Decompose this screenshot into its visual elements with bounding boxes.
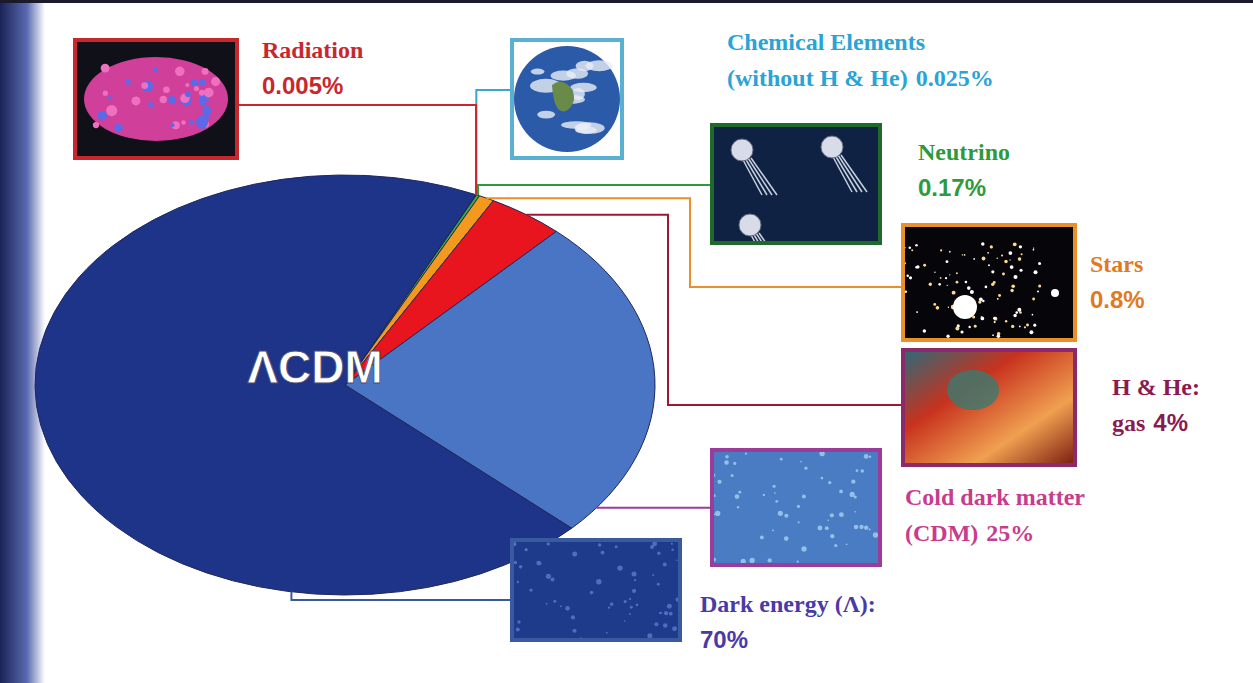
slice-label-line: H & He: (1112, 374, 1200, 400)
picture (712, 450, 880, 565)
picture-frame (712, 125, 880, 243)
slice-label-line: gas (1112, 410, 1145, 436)
leader-line (291, 592, 512, 600)
picture (712, 125, 880, 243)
picture-frame (712, 450, 880, 565)
chart: ΛCDM Radiation 0.005% Chemical Elements (wit… (0, 0, 1253, 683)
side-strip (0, 0, 45, 683)
picture (512, 540, 680, 640)
slice-label: Cold dark matter (CDM) (905, 484, 1085, 546)
value-label: 0.8% (1090, 286, 1145, 313)
slice-label: Dark energy (Λ): (700, 591, 876, 617)
picture-frame (75, 40, 237, 158)
slice-label: Chemical Elements (without H & He) (727, 29, 925, 91)
slice-label-line: (CDM) (905, 520, 978, 546)
pie-marks (35, 175, 655, 595)
picture (903, 350, 1075, 465)
leader-line (478, 185, 712, 195)
picture (903, 225, 1075, 340)
slice-label: Radiation (262, 37, 363, 63)
picture-frame (903, 225, 1075, 340)
pie (35, 175, 655, 595)
slice-label-line: Dark energy (Λ): (700, 591, 876, 617)
value-label: 70% (700, 626, 748, 653)
picture-frame (512, 40, 622, 158)
pie-slice (35, 175, 572, 595)
value-label: 0.005% (262, 72, 343, 99)
leader-line (596, 507, 712, 509)
slice-label: Stars (1090, 251, 1143, 277)
value-label: 0.17% (918, 174, 986, 201)
slice-label-line: Radiation (262, 37, 363, 63)
chart-title: ΛCDM (247, 341, 382, 393)
leader-line (476, 90, 512, 195)
slice-label-line: Neutrino (918, 139, 1010, 165)
picture (75, 40, 237, 158)
top-rule (0, 0, 1253, 3)
picture-frame (512, 540, 680, 640)
slice-label-line: Cold dark matter (905, 484, 1085, 510)
slice-label: Neutrino (918, 139, 1010, 165)
picture (512, 40, 622, 158)
slice-label-line: (without H & He) (727, 65, 908, 91)
slice-label: H & He: gas (1112, 374, 1200, 436)
slice-label-line: Chemical Elements (727, 29, 925, 55)
picture-frame (903, 350, 1075, 465)
value-label: 25% (986, 520, 1034, 546)
leader-line (237, 105, 476, 195)
value-label: 4% (1153, 409, 1188, 436)
slice-label-line: Stars (1090, 251, 1143, 277)
value-label: 0.025% (916, 65, 994, 91)
